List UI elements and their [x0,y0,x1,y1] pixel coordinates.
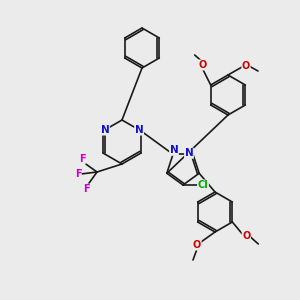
Text: F: F [79,154,85,164]
Text: O: O [199,60,207,70]
Text: Cl: Cl [198,180,208,190]
Text: N: N [135,125,143,135]
Text: O: O [193,240,201,250]
Text: F: F [83,184,89,194]
Text: N: N [169,145,178,155]
Text: F: F [75,169,81,179]
Text: N: N [184,148,194,158]
Text: O: O [242,231,250,241]
Text: O: O [242,61,250,71]
Text: N: N [100,125,109,135]
